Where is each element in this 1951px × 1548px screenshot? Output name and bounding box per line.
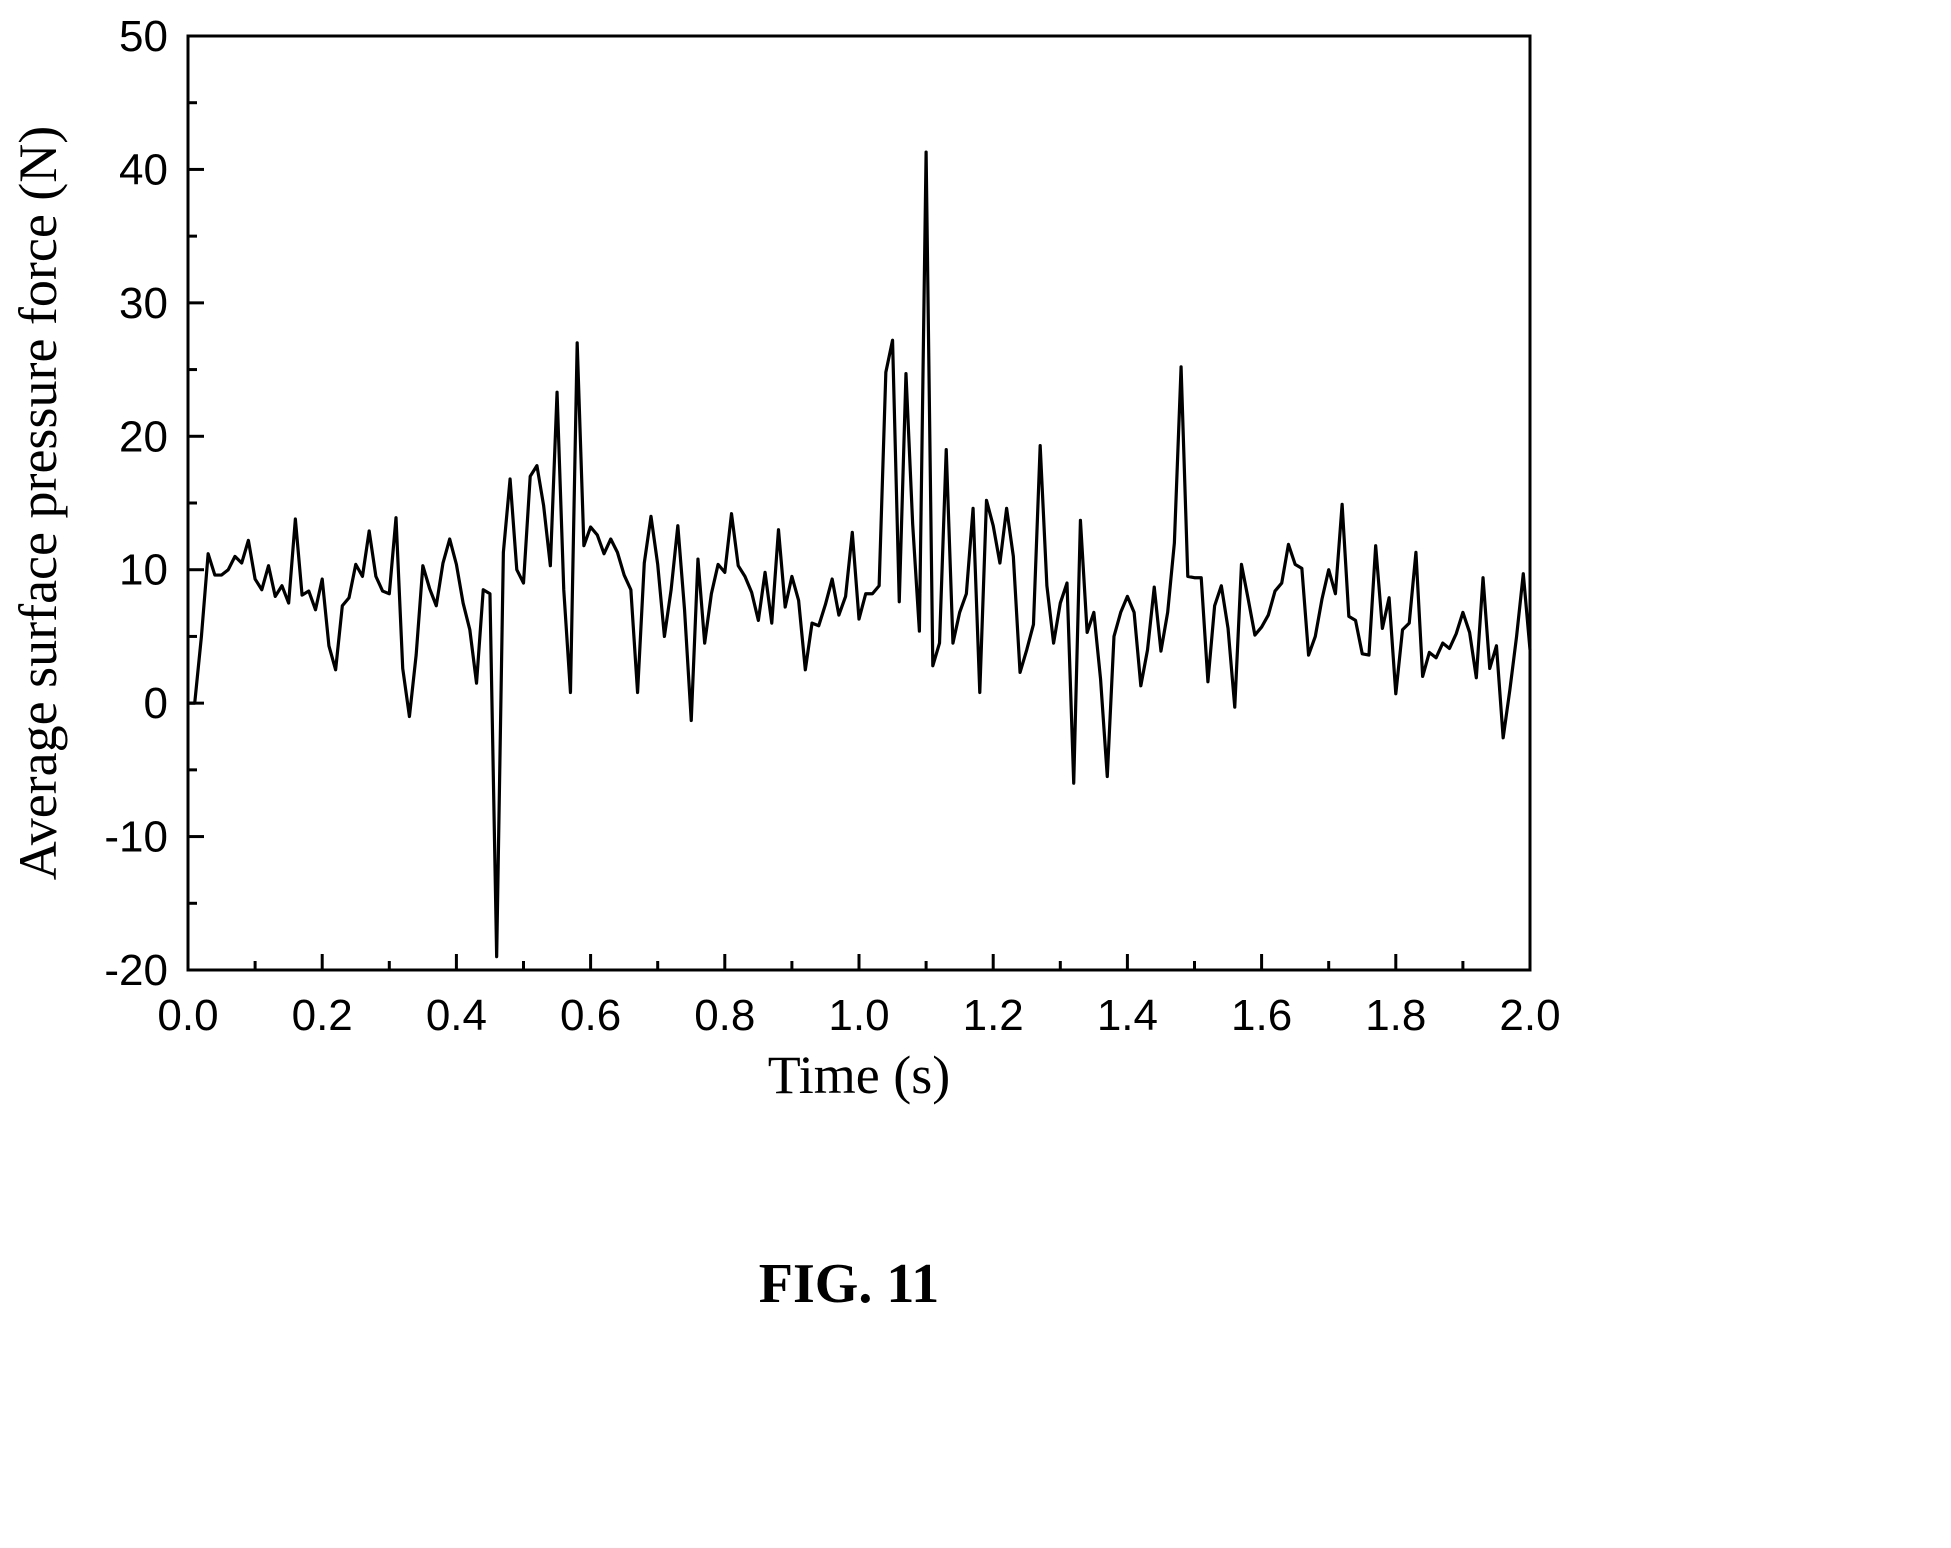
x-tick-label: 1.2 [963, 991, 1024, 1040]
y-tick-label: 30 [119, 279, 168, 328]
x-tick-label: 1.4 [1097, 991, 1158, 1040]
y-tick-label: 40 [119, 145, 168, 194]
x-tick-label: 1.0 [828, 991, 889, 1040]
x-tick-label: 0.0 [157, 991, 218, 1040]
x-tick-label: 2.0 [1499, 991, 1560, 1040]
y-tick-label: -20 [104, 946, 168, 995]
x-tick-label: 0.8 [694, 991, 755, 1040]
x-tick-label: 0.6 [560, 991, 621, 1040]
y-tick-label: 10 [119, 546, 168, 595]
x-tick-label: 1.8 [1365, 991, 1426, 1040]
x-tick-label: 0.2 [292, 991, 353, 1040]
x-tick-labels: 0.0 0.2 0.4 0.6 0.8 1.0 1.2 1.4 1.6 1.8 2.0 [157, 991, 1560, 1040]
y-tick-labels: -20 -10 0 10 20 30 40 50 [104, 12, 168, 995]
x-axis-title: Time (s) [768, 1045, 951, 1105]
plot-frame [186, 34, 1532, 972]
y-tick-label: 50 [119, 12, 168, 61]
y-tick-label: 0 [144, 679, 168, 728]
axis-ticks [186, 34, 1532, 972]
figure-caption: FIG. 11 [759, 1253, 939, 1315]
y-axis-title: Average surface pressure force (N) [8, 126, 68, 881]
x-tick-label: 0.4 [426, 991, 487, 1040]
y-tick-label: 20 [119, 412, 168, 461]
y-tick-label: -10 [104, 813, 168, 862]
series-line [188, 150, 1532, 959]
x-tick-label: 1.6 [1231, 991, 1292, 1040]
